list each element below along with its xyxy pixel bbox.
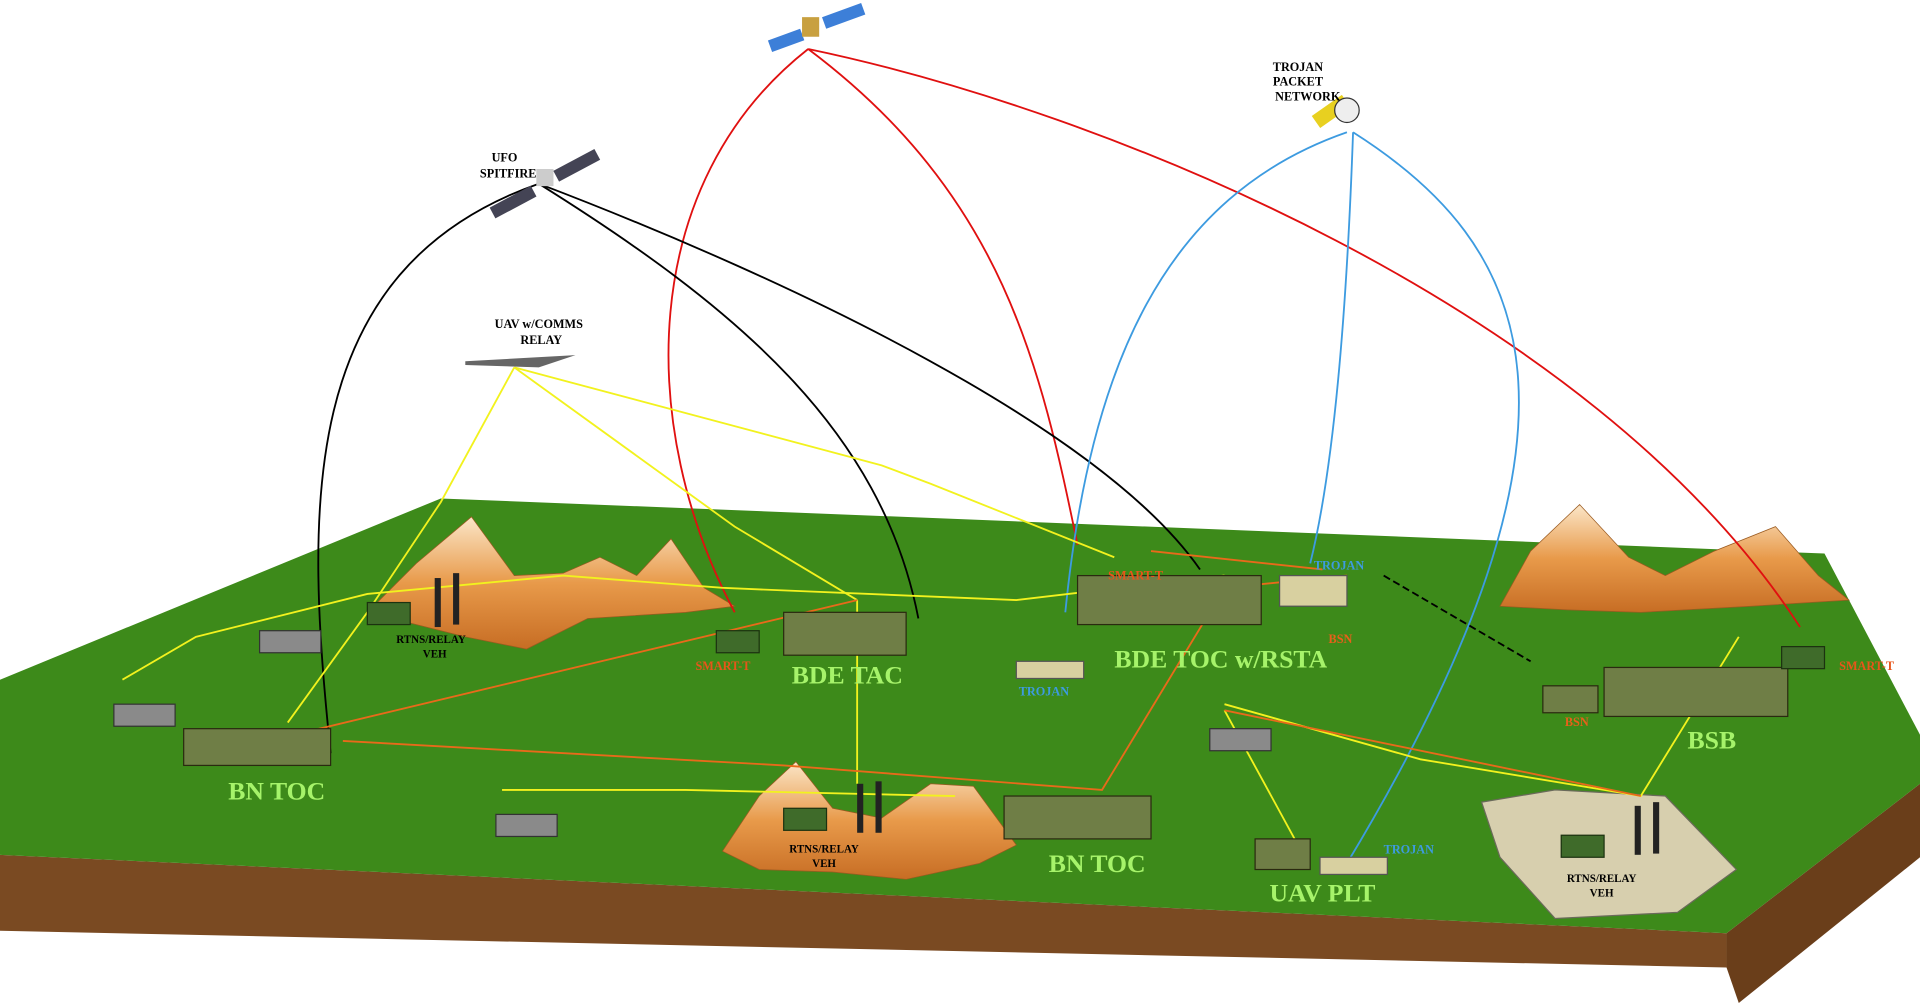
satellites <box>465 3 1360 368</box>
label: RTNS/RELAY <box>789 843 859 855</box>
label: BSN <box>1565 715 1589 729</box>
label: TROJAN <box>1314 558 1364 572</box>
label: VEH <box>423 649 447 661</box>
labels: TROJAN PACKET NETWORK UFO SPITFIRE UAV w… <box>228 60 1894 907</box>
label: BDE TAC <box>792 660 903 689</box>
label: SMART-T <box>1839 659 1894 673</box>
label: RELAY <box>520 333 562 347</box>
links <box>121 48 1801 864</box>
label: BN TOC <box>228 777 325 806</box>
label: SPITFIRE <box>480 167 536 181</box>
label: UAV PLT <box>1269 878 1375 907</box>
label: BSB <box>1688 725 1737 754</box>
label: TROJAN <box>1273 60 1323 74</box>
label: UAV w/COMMS <box>495 317 583 331</box>
label: NETWORK <box>1275 89 1341 103</box>
label: VEH <box>1590 887 1614 899</box>
label: TROJAN <box>1019 685 1069 699</box>
label: TROJAN <box>1384 843 1434 857</box>
label: VEH <box>812 858 836 870</box>
label: SMART-T <box>1108 568 1163 582</box>
label: BSN <box>1329 632 1353 646</box>
label: SMART-T <box>696 659 751 673</box>
label: UFO <box>492 151 518 165</box>
label: PACKET <box>1273 75 1323 89</box>
label: RTNS/RELAY <box>396 634 466 646</box>
label: RTNS/RELAY <box>1567 873 1637 885</box>
label: BDE TOC w/RSTA <box>1114 644 1327 673</box>
label: BN TOC <box>1049 849 1146 878</box>
equipment <box>113 573 1826 876</box>
